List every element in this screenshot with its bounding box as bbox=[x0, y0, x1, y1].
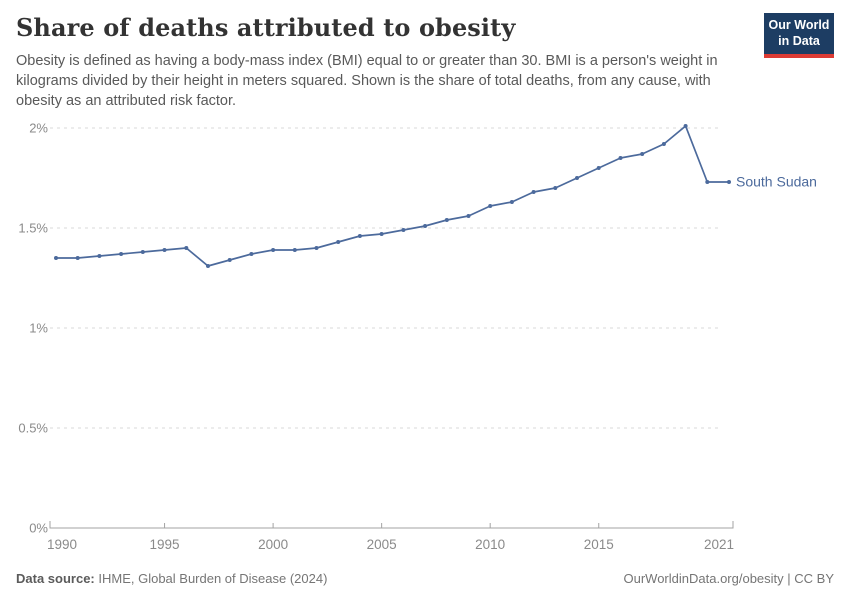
owid-logo[interactable]: Our World in Data bbox=[764, 13, 834, 58]
x-axis-tick-label: 2005 bbox=[367, 537, 397, 552]
x-axis-tick-label: 1990 bbox=[47, 537, 77, 552]
data-point[interactable] bbox=[661, 142, 666, 146]
data-source-label: Data source: bbox=[16, 571, 95, 586]
data-point[interactable] bbox=[292, 248, 297, 252]
data-point[interactable] bbox=[97, 254, 102, 258]
data-source: Data source: IHME, Global Burden of Dise… bbox=[16, 571, 327, 586]
data-point[interactable] bbox=[54, 256, 58, 260]
entity-label[interactable]: South Sudan bbox=[736, 174, 817, 190]
x-axis-tick-label: 2010 bbox=[475, 537, 505, 552]
south-sudan-line[interactable] bbox=[55, 125, 730, 267]
y-axis-tick-label: 0.5% bbox=[18, 421, 48, 436]
data-point[interactable] bbox=[444, 218, 449, 222]
data-point[interactable] bbox=[618, 156, 623, 160]
x-axis-line bbox=[49, 521, 734, 529]
x-axis-tick-label: 2000 bbox=[258, 537, 288, 552]
data-point[interactable] bbox=[466, 214, 471, 218]
data-point[interactable] bbox=[705, 180, 710, 184]
credit-link[interactable]: OurWorldinData.org/obesity | CC BY bbox=[623, 571, 835, 586]
data-point[interactable] bbox=[75, 256, 80, 260]
data-point[interactable] bbox=[683, 124, 688, 128]
data-point[interactable] bbox=[423, 224, 428, 228]
data-point[interactable] bbox=[727, 180, 731, 184]
y-axis-tick-label: 1.5% bbox=[18, 221, 48, 236]
data-point[interactable] bbox=[162, 248, 167, 252]
data-point[interactable] bbox=[640, 152, 645, 156]
data-point[interactable] bbox=[509, 200, 514, 204]
page-title: Share of deaths attributed to obesity bbox=[16, 13, 516, 42]
data-point[interactable] bbox=[206, 264, 210, 268]
y-axis-tick-label: 0% bbox=[29, 521, 48, 536]
y-axis-tick-label: 1% bbox=[29, 321, 48, 336]
x-axis-tick-label: 2021 bbox=[704, 537, 734, 552]
data-point[interactable] bbox=[227, 258, 232, 262]
data-point[interactable] bbox=[119, 252, 124, 256]
chart-subtitle: Obesity is defined as having a body-mass… bbox=[16, 53, 718, 109]
owid-logo-line2: in Data bbox=[778, 33, 820, 48]
y-axis-tick-label: 2% bbox=[29, 121, 48, 136]
data-point[interactable] bbox=[553, 186, 558, 190]
x-axis-tick-label: 2015 bbox=[584, 537, 614, 552]
data-point[interactable] bbox=[357, 234, 362, 238]
data-point[interactable] bbox=[271, 248, 276, 252]
data-point[interactable] bbox=[249, 252, 254, 256]
owid-logo-line1: Our World bbox=[768, 18, 830, 32]
data-point[interactable] bbox=[401, 228, 406, 232]
chart-footer: Data source: IHME, Global Burden of Dise… bbox=[16, 571, 834, 586]
data-source-text: IHME, Global Burden of Disease (2024) bbox=[94, 571, 328, 586]
data-point[interactable] bbox=[140, 250, 145, 254]
data-point[interactable] bbox=[336, 240, 341, 244]
data-point[interactable] bbox=[314, 246, 319, 250]
data-point[interactable] bbox=[184, 246, 189, 250]
data-point[interactable] bbox=[531, 190, 536, 194]
data-point[interactable] bbox=[596, 166, 601, 170]
data-point[interactable] bbox=[575, 176, 579, 180]
data-point[interactable] bbox=[488, 204, 493, 208]
x-axis-tick-label: 1995 bbox=[150, 537, 180, 552]
data-point[interactable] bbox=[379, 232, 384, 236]
